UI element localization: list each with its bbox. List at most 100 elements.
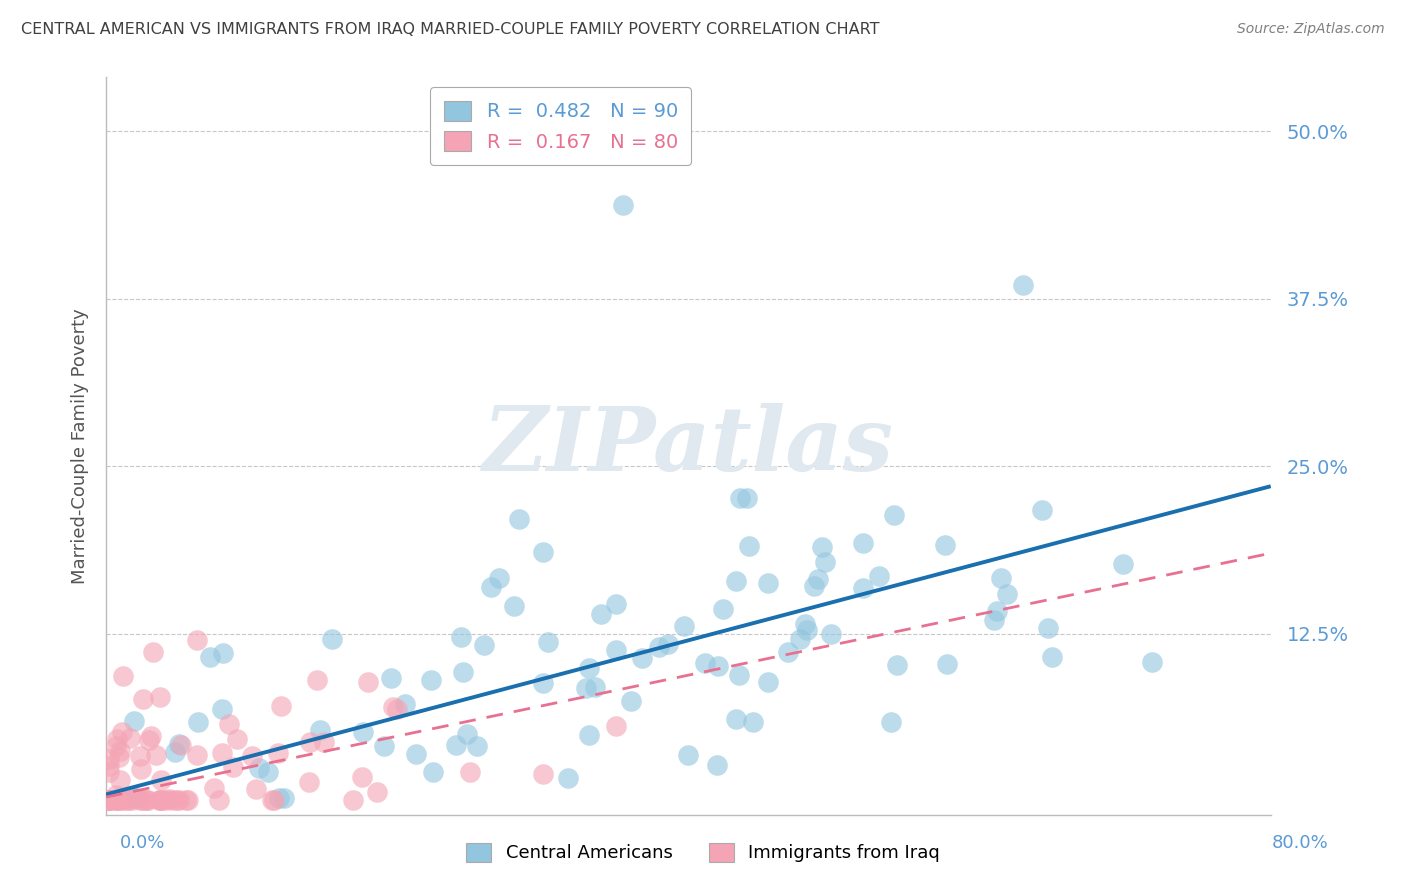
Point — [105, 739, 128, 753]
Point — [1031, 503, 1053, 517]
Text: CENTRAL AMERICAN VS IMMIGRANTS FROM IRAQ MARRIED-COUPLE FAMILY POVERTY CORRELATI: CENTRAL AMERICAN VS IMMIGRANTS FROM IRAQ… — [21, 22, 880, 37]
Point — [742, 714, 765, 729]
Point — [129, 762, 152, 776]
Point — [706, 757, 728, 772]
Point — [695, 656, 717, 670]
Point — [1012, 278, 1035, 293]
Point — [405, 747, 427, 762]
Legend: R =  0.482   N = 90, R =  0.167   N = 80: R = 0.482 N = 90, R = 0.167 N = 80 — [430, 87, 692, 165]
Point — [880, 714, 903, 729]
Point — [357, 674, 380, 689]
Point — [263, 793, 285, 807]
Point — [211, 646, 233, 660]
Point — [124, 791, 146, 805]
Point — [177, 793, 200, 807]
Point — [308, 723, 330, 737]
Point — [352, 770, 374, 784]
Point — [711, 602, 734, 616]
Point — [472, 638, 495, 652]
Point — [531, 545, 554, 559]
Point — [129, 793, 152, 807]
Point — [531, 767, 554, 781]
Point — [97, 752, 120, 766]
Point — [174, 793, 197, 807]
Point — [269, 791, 291, 805]
Point — [738, 540, 761, 554]
Point — [648, 640, 671, 654]
Point — [578, 660, 600, 674]
Point — [108, 773, 131, 788]
Y-axis label: Married-Couple Family Poverty: Married-Couple Family Poverty — [72, 308, 89, 584]
Point — [488, 571, 510, 585]
Point — [1038, 621, 1060, 635]
Point — [1140, 655, 1163, 669]
Point — [789, 632, 811, 647]
Point — [456, 726, 478, 740]
Point — [97, 793, 120, 807]
Point — [851, 581, 873, 595]
Point — [1112, 558, 1135, 572]
Point — [422, 764, 444, 779]
Point — [605, 643, 627, 657]
Point — [202, 781, 225, 796]
Point — [105, 793, 128, 807]
Point — [869, 569, 891, 583]
Point — [756, 674, 779, 689]
Point — [112, 669, 135, 683]
Point — [225, 732, 247, 747]
Point — [419, 673, 441, 687]
Point — [149, 793, 172, 807]
Point — [125, 791, 148, 805]
Point — [366, 785, 388, 799]
Point — [273, 791, 295, 805]
Point — [111, 725, 134, 739]
Point — [465, 739, 488, 753]
Point — [727, 668, 749, 682]
Point — [97, 793, 120, 807]
Point — [508, 511, 530, 525]
Point — [557, 772, 579, 786]
Point — [934, 538, 956, 552]
Point — [186, 747, 208, 762]
Point — [352, 725, 374, 739]
Point — [657, 637, 679, 651]
Point — [165, 745, 187, 759]
Point — [162, 793, 184, 807]
Point — [221, 760, 243, 774]
Point — [148, 793, 170, 807]
Point — [707, 659, 730, 673]
Point — [724, 712, 747, 726]
Point — [167, 738, 190, 752]
Point — [117, 793, 139, 807]
Point — [450, 630, 472, 644]
Point — [257, 765, 280, 780]
Point — [267, 746, 290, 760]
Point — [811, 541, 834, 555]
Point — [245, 781, 267, 796]
Point — [136, 793, 159, 807]
Point — [134, 793, 156, 807]
Point — [128, 749, 150, 764]
Point — [381, 699, 404, 714]
Point — [778, 645, 800, 659]
Point — [444, 739, 467, 753]
Point — [502, 599, 524, 613]
Point — [479, 580, 502, 594]
Point — [167, 793, 190, 807]
Point — [620, 694, 643, 708]
Point — [105, 732, 128, 747]
Point — [458, 765, 481, 780]
Point — [211, 746, 233, 760]
Point — [796, 623, 818, 637]
Point — [104, 793, 127, 807]
Point — [820, 627, 842, 641]
Point — [373, 739, 395, 753]
Point — [262, 793, 284, 807]
Point — [793, 616, 815, 631]
Point — [453, 665, 475, 680]
Point — [132, 691, 155, 706]
Point — [737, 491, 759, 505]
Point — [157, 792, 180, 806]
Point — [170, 738, 193, 752]
Point — [141, 729, 163, 743]
